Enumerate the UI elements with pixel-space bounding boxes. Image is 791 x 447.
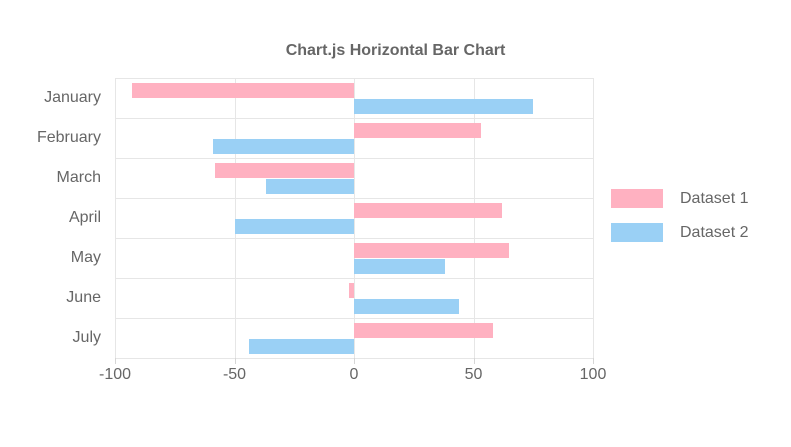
x-tick-label: -50 <box>222 366 247 383</box>
x-tick-label: 50 <box>464 366 483 383</box>
y-gridline <box>115 278 593 279</box>
bar-dataset-1-may[interactable] <box>354 243 510 258</box>
y-gridline <box>115 158 593 159</box>
x-tick-mark <box>234 358 236 364</box>
legend-swatch-icon <box>611 223 663 242</box>
x-gridline <box>354 78 355 358</box>
chart-title: Chart.js Horizontal Bar Chart <box>285 42 506 59</box>
bar-dataset-2-march[interactable] <box>265 179 354 194</box>
bar-dataset-1-july[interactable] <box>354 323 493 338</box>
x-gridline <box>234 78 236 358</box>
y-category-label: June <box>66 289 101 306</box>
legend-swatch-icon <box>611 189 663 208</box>
y-category-label: April <box>68 209 101 226</box>
x-tick-label: 0 <box>349 366 359 383</box>
bar-dataset-2-april[interactable] <box>234 219 354 234</box>
bar-dataset-1-march[interactable] <box>215 163 354 178</box>
bar-dataset-2-february[interactable] <box>212 139 354 154</box>
legend-label: Dataset 2 <box>680 223 749 241</box>
x-tick-mark <box>354 358 355 364</box>
y-category-label: January <box>44 89 101 106</box>
legend-item-dataset-1[interactable]: Dataset 1 <box>611 189 748 208</box>
bar-dataset-1-june[interactable] <box>349 283 354 298</box>
x-gridline <box>473 78 475 358</box>
plot-area <box>115 78 594 359</box>
y-gridline <box>115 318 593 319</box>
y-category-label: May <box>70 249 101 266</box>
bar-dataset-2-january[interactable] <box>354 99 534 114</box>
bar-dataset-1-february[interactable] <box>354 123 481 138</box>
x-tick-mark <box>593 358 594 364</box>
y-gridline <box>115 118 593 119</box>
y-gridline <box>115 238 593 239</box>
bar-dataset-2-june[interactable] <box>354 299 460 314</box>
y-gridline <box>115 198 593 199</box>
x-gridline <box>593 78 594 358</box>
x-tick-mark <box>473 358 475 364</box>
y-category-label: July <box>72 329 101 346</box>
x-tick-label: 100 <box>579 366 607 383</box>
legend-label: Dataset 1 <box>680 189 749 207</box>
y-category-label: February <box>36 129 101 146</box>
x-gridline <box>115 78 116 358</box>
bar-dataset-2-july[interactable] <box>248 339 354 354</box>
y-category-label: March <box>56 169 101 186</box>
legend-item-dataset-2[interactable]: Dataset 2 <box>611 223 748 242</box>
x-tick-mark <box>115 358 116 364</box>
bar-dataset-1-april[interactable] <box>354 203 503 218</box>
y-gridline <box>115 78 593 79</box>
bar-dataset-1-january[interactable] <box>131 83 354 98</box>
bar-dataset-2-may[interactable] <box>354 259 445 274</box>
x-tick-label: -100 <box>98 366 132 383</box>
